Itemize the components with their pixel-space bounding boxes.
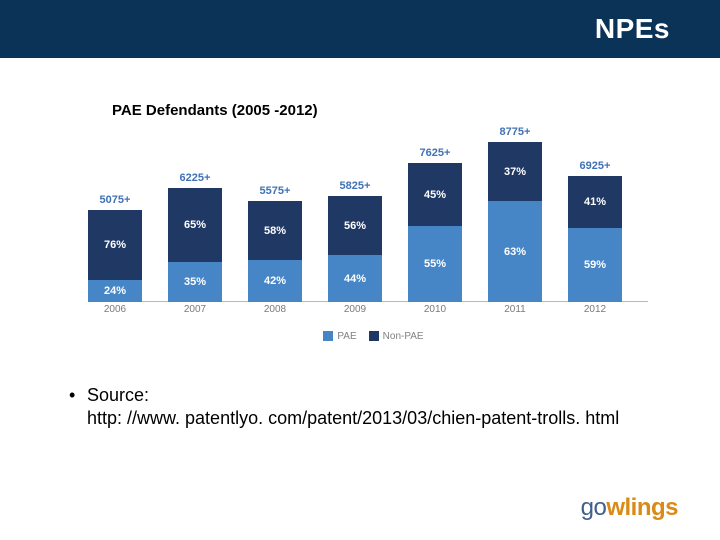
bar-segment-pae: 44% xyxy=(328,255,382,302)
nonpae-pct-label: 41% xyxy=(584,196,606,208)
nonpae-pct-label: 76% xyxy=(104,239,126,251)
nonpae-pct-label: 45% xyxy=(424,189,446,201)
x-axis-label: 2010 xyxy=(408,304,462,315)
bar-group: 6225+65%35% xyxy=(168,188,222,302)
chart-plot: 5075+ 76% 24% 6225+ 65% 35% 5575+ 58% 42% 5825+ 56… xyxy=(88,142,648,302)
bar-segment-pae: 42% xyxy=(248,260,302,302)
pae-pct-label: 44% xyxy=(344,273,366,285)
chart-legend: PAE Non-PAE xyxy=(80,331,655,342)
bar-total-label: 6925+ xyxy=(568,160,622,172)
bar-segment-pae: 63% xyxy=(488,201,542,302)
bar-group: 7625+45%55% xyxy=(408,163,462,302)
bar-total-label: 5575+ xyxy=(248,185,302,197)
chart-title: PAE Defendants (2005 -2012) xyxy=(112,102,318,119)
pae-pct-label: 55% xyxy=(424,258,446,270)
slide-title: NPEs xyxy=(595,13,670,45)
pae-pct-label: 24% xyxy=(104,285,126,297)
bar-segment-pae: 59% xyxy=(568,228,622,302)
legend-label: Non-PAE xyxy=(383,331,424,342)
pae-pct-label: 42% xyxy=(264,275,286,287)
gowlings-logo: gowlings xyxy=(581,494,678,522)
bar-segment-nonpae: 37% xyxy=(488,142,542,201)
bar-total-label: 5075+ xyxy=(88,194,142,206)
bar-total-label: 6225+ xyxy=(168,172,222,184)
bar-group: 8775+37%63% xyxy=(488,142,542,302)
nonpae-pct-label: 58% xyxy=(264,225,286,237)
pae-pct-label: 63% xyxy=(504,246,526,258)
x-axis-label: 2007 xyxy=(168,304,222,315)
bullet-icon: • xyxy=(69,384,75,407)
bar-total-label: 7625+ xyxy=(408,147,462,159)
logo-part2: wlings xyxy=(606,494,678,521)
bar-total-label: 8775+ xyxy=(488,126,542,138)
nonpae-pct-label: 37% xyxy=(504,166,526,178)
pae-pct-label: 35% xyxy=(184,276,206,288)
legend-swatch xyxy=(323,331,333,341)
bar-segment-nonpae: 45% xyxy=(408,163,462,226)
x-axis-label: 2008 xyxy=(248,304,302,315)
logo-part1: go xyxy=(581,494,607,521)
x-axis-label: 2006 xyxy=(88,304,142,315)
source-url: http: //www. patentlyo. com/patent/2013/… xyxy=(87,408,619,428)
bar-segment-nonpae: 65% xyxy=(168,188,222,262)
bar-segment-nonpae: 76% xyxy=(88,210,142,280)
bar-segment-nonpae: 56% xyxy=(328,196,382,255)
bar-total-label: 5825+ xyxy=(328,180,382,192)
legend-swatch xyxy=(369,331,379,341)
legend-label: PAE xyxy=(337,331,356,342)
source-block: • Source: http: //www. patentlyo. com/pa… xyxy=(87,384,647,430)
pae-pct-label: 59% xyxy=(584,259,606,271)
bar-group: 5575+58%42% xyxy=(248,201,302,302)
nonpae-pct-label: 65% xyxy=(184,219,206,231)
bar-group: 5075+76%24% xyxy=(88,210,142,302)
chart-area: 5075+ 76% 24% 6225+ 65% 35% 5575+ 58% 42% 5825+ 56… xyxy=(80,132,655,342)
nonpae-pct-label: 56% xyxy=(344,220,366,232)
x-axis-labels: 2006 2007 2008 2009 2010 2011 2012 xyxy=(88,304,648,318)
bar-segment-nonpae: 41% xyxy=(568,176,622,228)
bar-group: 5825+56%44% xyxy=(328,196,382,302)
bar-group: 6925+41%59% xyxy=(568,176,622,302)
x-axis-label: 2011 xyxy=(488,304,542,315)
slide: NPEs PAE Defendants (2005 -2012) 5075+ 76… xyxy=(0,0,720,540)
x-axis-label: 2012 xyxy=(568,304,622,315)
source-label: Source: xyxy=(87,385,149,405)
bar-segment-pae: 24% xyxy=(88,280,142,302)
bar-segment-pae: 55% xyxy=(408,226,462,302)
bar-segment-nonpae: 58% xyxy=(248,201,302,260)
x-axis-label: 2009 xyxy=(328,304,382,315)
title-bar: NPEs xyxy=(0,0,720,58)
bar-segment-pae: 35% xyxy=(168,262,222,302)
